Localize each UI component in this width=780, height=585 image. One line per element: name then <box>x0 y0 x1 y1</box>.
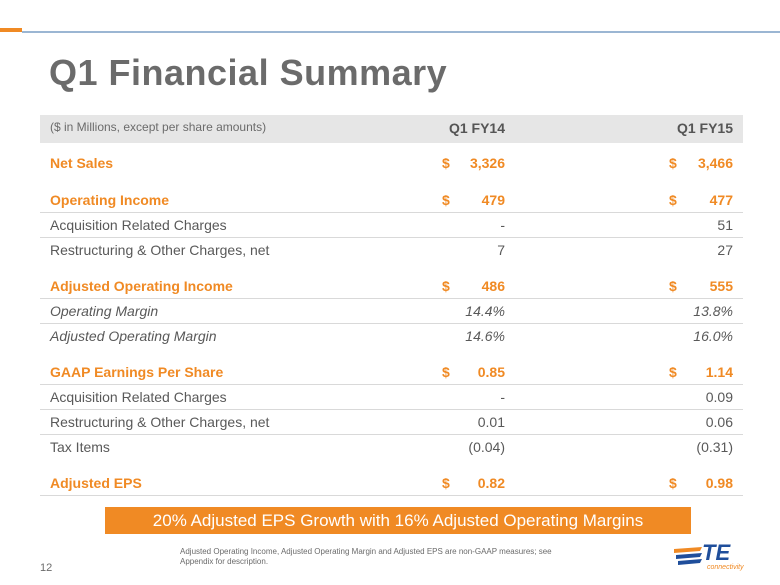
logo-text: TE <box>702 540 731 565</box>
value-q1-fy15: 0.06 <box>705 414 733 430</box>
table-row-net-sales: Net Sales $ 3,326 $ 3,466 <box>40 151 743 175</box>
row-label: Net Sales <box>50 155 114 171</box>
table-row: Operating Margin 14.4% 13.8% <box>40 299 743 324</box>
value-q1-fy15: 27 <box>717 242 733 258</box>
row-label: GAAP Earnings Per Share <box>50 364 224 380</box>
column-header-q1-fy14: Q1 FY14 <box>448 120 505 136</box>
row-label: Operating Margin <box>50 303 159 319</box>
row-label: Acquisition Related Charges <box>50 389 227 405</box>
row-label: Adjusted Operating Margin <box>50 328 217 344</box>
value-q1-fy14: 14.4% <box>465 303 505 319</box>
currency-symbol: $ <box>669 364 677 380</box>
page-title: Q1 Financial Summary <box>49 52 448 93</box>
value-q1-fy14: 3,326 <box>469 155 505 171</box>
value-q1-fy15: 0.09 <box>705 389 733 405</box>
value-q1-fy15: (0.31) <box>696 439 733 455</box>
table-row: Acquisition Related Charges - 0.09 <box>40 385 743 410</box>
value-q1-fy14: 0.01 <box>477 414 505 430</box>
value-q1-fy15: 555 <box>709 278 733 294</box>
callout-banner: 20% Adjusted EPS Growth with 16% Adjuste… <box>105 507 691 534</box>
currency-symbol: $ <box>442 475 450 491</box>
value-q1-fy14: (0.04) <box>468 439 505 455</box>
row-label: Restructuring & Other Charges, net <box>50 242 270 258</box>
currency-symbol: $ <box>669 278 677 294</box>
row-label: Restructuring & Other Charges, net <box>50 414 270 430</box>
value-q1-fy15: 1.14 <box>705 364 733 380</box>
currency-symbol: $ <box>442 278 450 294</box>
row-label: Adjusted EPS <box>50 475 142 491</box>
currency-symbol: $ <box>442 364 450 380</box>
table-row: Restructuring & Other Charges, net 0.01 … <box>40 410 743 435</box>
table-row-operating-income: Operating Income $ 479 $ 477 <box>40 188 743 213</box>
accent-bar <box>0 28 22 32</box>
value-q1-fy14: - <box>500 217 505 233</box>
value-q1-fy14: 486 <box>481 278 505 294</box>
value-q1-fy14: 0.85 <box>477 364 505 380</box>
te-connectivity-logo: TE connectivity <box>672 538 762 574</box>
value-q1-fy14: 0.82 <box>477 475 505 491</box>
row-label: Acquisition Related Charges <box>50 217 227 233</box>
table-row: Acquisition Related Charges - 51 <box>40 213 743 238</box>
currency-symbol: $ <box>442 192 450 208</box>
currency-symbol: $ <box>669 475 677 491</box>
column-header-q1-fy15: Q1 FY15 <box>676 120 733 136</box>
currency-symbol: $ <box>442 155 450 171</box>
page-number: 12 <box>40 562 53 574</box>
table-row: Adjusted Operating Margin 14.6% 16.0% <box>40 324 743 348</box>
table-row-gaap-eps: GAAP Earnings Per Share $ 0.85 $ 1.14 <box>40 360 743 385</box>
value-q1-fy15: 51 <box>717 217 733 233</box>
table-units-note: ($ in Millions, except per share amounts… <box>50 120 267 134</box>
row-label: Tax Items <box>50 439 110 455</box>
logo-swoosh-icon <box>674 547 702 565</box>
header-rule <box>22 31 780 33</box>
row-label: Adjusted Operating Income <box>50 278 233 294</box>
value-q1-fy15: 13.8% <box>693 303 733 319</box>
row-label: Operating Income <box>50 192 170 208</box>
table-row: Restructuring & Other Charges, net 7 27 <box>40 238 743 262</box>
table-row-adjusted-eps: Adjusted EPS $ 0.82 $ 0.98 <box>40 471 743 496</box>
value-q1-fy15: 477 <box>709 192 733 208</box>
value-q1-fy14: 14.6% <box>465 328 505 344</box>
table-row: Tax Items (0.04) (0.31) <box>40 435 743 459</box>
table-header-band <box>40 115 743 143</box>
value-q1-fy15: 16.0% <box>693 328 733 344</box>
currency-symbol: $ <box>669 192 677 208</box>
value-q1-fy14: - <box>500 389 505 405</box>
value-q1-fy14: 479 <box>481 192 505 208</box>
value-q1-fy15: 3,466 <box>697 155 733 171</box>
table-row-adjusted-operating-income: Adjusted Operating Income $ 486 $ 555 <box>40 274 743 299</box>
logo-subtext: connectivity <box>707 564 744 571</box>
footnote: Adjusted Operating Income, Adjusted Oper… <box>180 547 552 566</box>
value-q1-fy14: 7 <box>497 242 505 258</box>
value-q1-fy15: 0.98 <box>705 475 733 491</box>
currency-symbol: $ <box>669 155 677 171</box>
